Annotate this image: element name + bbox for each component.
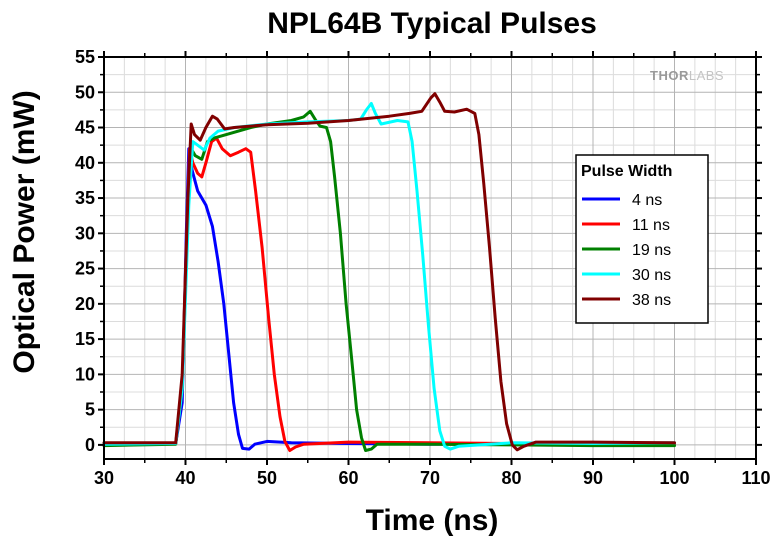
x-axis-title: Time (ns) <box>366 504 499 537</box>
legend-title: Pulse Width <box>581 163 672 180</box>
series-line-4 <box>102 102 676 451</box>
y-tick-label: 15 <box>75 329 95 349</box>
y-tick-label: 40 <box>75 153 95 173</box>
logo-text: THORLABS <box>650 68 724 83</box>
y-tick-label: 45 <box>75 118 95 138</box>
chart-title: NPL64B Typical Pulses <box>267 7 597 40</box>
x-tick-label: 110 <box>741 468 770 488</box>
legend-label-3: 19 ns <box>632 242 671 259</box>
x-tick-label: 70 <box>420 468 440 488</box>
legend-label-4: 30 ns <box>632 267 671 284</box>
x-tick-label: 60 <box>338 468 358 488</box>
series-line-5 <box>102 92 676 452</box>
x-tick-label: 80 <box>501 468 521 488</box>
y-tick-label: 5 <box>85 400 95 420</box>
x-tick-label: 40 <box>175 468 195 488</box>
axis-ticks <box>98 51 762 465</box>
y-tick-label: 20 <box>75 294 95 314</box>
legend-label-2: 11 ns <box>632 217 670 234</box>
y-tick-label: 50 <box>75 82 95 102</box>
y-tick-label: 55 <box>75 47 95 67</box>
legend: Pulse Width 4 ns 11 ns 19 ns 30 ns 38 ns <box>575 154 709 324</box>
tick-labels: 30 40 50 60 70 80 90 100 110 0 5 10 15 20 25 30 35 40 45 50… <box>75 47 771 488</box>
x-tick-label: 90 <box>583 468 603 488</box>
y-axis-title: Optical Power (mW) <box>8 90 41 373</box>
y-tick-label: 0 <box>85 435 95 455</box>
thorlabs-logo: THORLABS <box>650 68 724 83</box>
x-tick-label: 30 <box>94 468 114 488</box>
x-tick-label: 50 <box>257 468 277 488</box>
logo-light: LABS <box>689 68 724 83</box>
x-tick-label: 100 <box>659 468 689 488</box>
series-layer <box>102 92 676 452</box>
y-tick-label: 35 <box>75 188 95 208</box>
y-tick-label: 25 <box>75 259 95 279</box>
legend-label-1: 4 ns <box>632 192 662 209</box>
logo-bold: THOR <box>650 68 689 83</box>
legend-box <box>575 154 709 324</box>
legend-label-5: 38 ns <box>632 292 671 309</box>
y-tick-label: 30 <box>75 223 95 243</box>
y-tick-label: 10 <box>75 364 95 384</box>
